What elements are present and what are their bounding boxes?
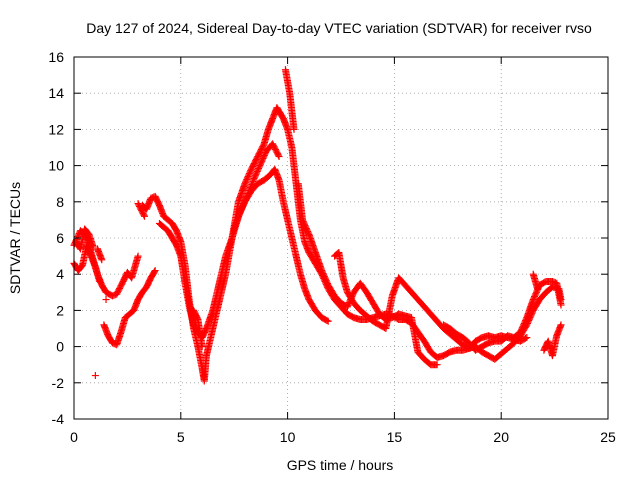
data-point — [134, 252, 142, 260]
data-point — [151, 267, 159, 275]
data-point — [557, 301, 565, 309]
x-tick-label: 5 — [177, 429, 185, 445]
x-tick-label: 20 — [493, 429, 509, 445]
y-tick-label: 8 — [56, 194, 64, 210]
data-point — [522, 334, 530, 342]
y-tick-label: 16 — [48, 49, 64, 65]
y-tick-label: -4 — [52, 411, 65, 427]
data-marks — [70, 66, 565, 385]
data-point — [89, 243, 97, 251]
data-point — [140, 212, 148, 220]
chart-title: Day 127 of 2024, Sidereal Day-to-day VTE… — [86, 20, 592, 36]
y-tick-label: 6 — [56, 230, 64, 246]
data-point — [102, 296, 110, 304]
y-tick-label: 0 — [56, 339, 64, 355]
data-point — [433, 361, 441, 369]
data-point — [324, 317, 332, 325]
data-point — [198, 343, 206, 351]
x-axis-label: GPS time / hours — [287, 457, 394, 473]
y-tick-label: 2 — [56, 302, 64, 318]
data-point — [275, 153, 283, 161]
x-tick-label: 15 — [387, 429, 403, 445]
y-tick-label: 10 — [48, 158, 64, 174]
x-tick-label: 0 — [70, 429, 78, 445]
data-point — [150, 268, 158, 276]
y-axis: -4 -2 0 2 4 6 8 10 12 14 16 — [48, 49, 608, 427]
data-point — [274, 151, 282, 159]
data-point — [290, 125, 298, 133]
y-tick-label: 14 — [48, 85, 64, 101]
data-point — [323, 317, 331, 325]
series-track-c — [72, 66, 565, 380]
y-tick-label: -2 — [52, 375, 65, 391]
y-tick-label: 12 — [48, 121, 64, 137]
y-axis-label: SDTVAR / TECUs — [7, 182, 23, 294]
data-point — [98, 256, 106, 264]
x-tick-label: 10 — [280, 429, 296, 445]
data-point — [523, 334, 531, 342]
y-tick-label: 4 — [56, 266, 64, 282]
x-axis: 0 5 10 15 20 25 — [70, 57, 616, 445]
data-point — [557, 321, 565, 329]
data-point — [140, 211, 148, 219]
data-point — [91, 372, 99, 380]
grid — [74, 57, 608, 419]
data-point — [96, 277, 104, 285]
x-tick-label: 25 — [600, 429, 616, 445]
